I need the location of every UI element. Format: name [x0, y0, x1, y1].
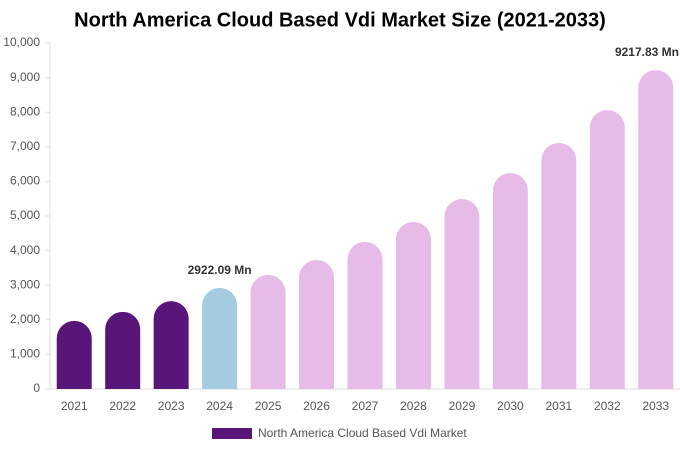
y-tick-label: 2,000 — [10, 312, 40, 326]
bar — [589, 110, 625, 390]
y-tick-label: 4,000 — [10, 243, 40, 257]
bar — [347, 241, 383, 389]
y-tick-label: 6,000 — [10, 174, 40, 188]
legend-label: North America Cloud Based Vdi Market — [258, 426, 467, 440]
value-label: 9217.83 Mn — [615, 45, 679, 59]
x-tick-label: 2021 — [61, 399, 88, 413]
x-tick-label: 2023 — [158, 399, 185, 413]
y-tick-label: 3,000 — [10, 277, 40, 291]
bar — [56, 320, 92, 389]
x-tick-label: 2022 — [109, 399, 136, 413]
y-tick-label: 9,000 — [10, 70, 40, 84]
x-tick-label: 2026 — [303, 399, 330, 413]
value-label: 2922.09 Mn — [188, 263, 252, 277]
bar — [202, 287, 238, 389]
y-tick-label: 10,000 — [3, 35, 40, 49]
x-tick-label: 2031 — [545, 399, 572, 413]
y-tick-label: 0 — [33, 381, 40, 395]
x-tick-label: 2024 — [206, 399, 233, 413]
x-tick-label: 2029 — [449, 399, 476, 413]
y-tick-label: 5,000 — [10, 208, 40, 222]
bar — [444, 199, 480, 389]
bar — [395, 221, 431, 389]
y-tick-label: 1,000 — [10, 347, 40, 361]
bar — [153, 301, 189, 389]
bar — [105, 311, 141, 389]
x-tick-label: 2027 — [352, 399, 379, 413]
bar — [250, 274, 286, 389]
x-tick-label: 2032 — [594, 399, 621, 413]
y-tick-label: 8,000 — [10, 104, 40, 118]
bar — [638, 70, 674, 389]
y-tick-label: 7,000 — [10, 139, 40, 153]
bar — [492, 173, 528, 389]
bar — [299, 259, 335, 389]
legend-swatch — [212, 428, 252, 439]
x-tick-label: 2025 — [255, 399, 282, 413]
chart-title: North America Cloud Based Vdi Market Siz… — [74, 9, 606, 31]
bar — [541, 143, 577, 389]
x-tick-label: 2033 — [642, 399, 669, 413]
x-tick-label: 2028 — [400, 399, 427, 413]
x-tick-label: 2030 — [497, 399, 524, 413]
